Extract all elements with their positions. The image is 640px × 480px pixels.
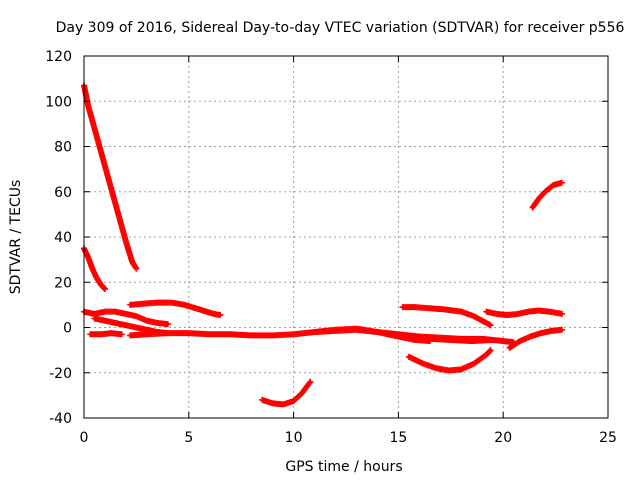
x-tick-label: 20 [494,430,512,446]
series-arc-1 [81,82,140,272]
series-arc-12 [405,347,494,374]
series-arc-6 [127,299,224,319]
x-axis-label: GPS time / hours [285,459,402,475]
series-arc-10 [399,304,494,329]
series-arc-15 [529,179,565,211]
y-tick-label: 60 [54,185,72,201]
grid-lines [84,56,608,418]
y-tick-label: 120 [45,49,72,65]
data-point [558,326,565,333]
y-tick-label: -40 [49,411,72,427]
data-point [118,331,125,338]
data-point [133,265,140,272]
series-arc-13 [483,307,565,319]
y-tick-label: 100 [45,94,72,110]
data-point [558,310,565,317]
y-tick-label: 80 [54,140,72,156]
series-arc-14 [506,326,565,351]
series-arc-9 [259,378,314,408]
series-arc-5 [87,330,125,338]
y-tick-label: 40 [54,230,72,246]
y-axis-label: SDTVAR / TECUs [8,180,24,295]
x-tick-label: 15 [389,430,407,446]
data-point [487,322,494,329]
series-arc-11 [405,333,517,346]
x-tick-label: 10 [285,430,303,446]
data-point [307,378,314,385]
axis-ticks: 0 5 10 15 20 25 -40 -20 0 20 40 60 80 100 120 [45,49,617,446]
y-tick-label: -20 [49,366,72,382]
series-arc-3 [81,308,171,328]
data-point [101,285,108,292]
x-tick-label: 5 [184,430,193,446]
y-tick-label: 20 [54,275,72,291]
chart-title: Day 309 of 2016, Sidereal Day-to-day VTE… [56,20,625,36]
data-point [101,286,108,293]
data-point [217,312,224,319]
y-tick-label: 0 [63,321,72,337]
data-point [306,379,313,386]
data-point [558,179,565,186]
data-point [486,348,493,355]
x-tick-label: 25 [599,430,617,446]
data-point [164,321,171,328]
x-tick-label: 0 [80,430,89,446]
data-point [487,347,494,354]
data-points [81,82,565,408]
series-arc-2 [81,245,108,293]
